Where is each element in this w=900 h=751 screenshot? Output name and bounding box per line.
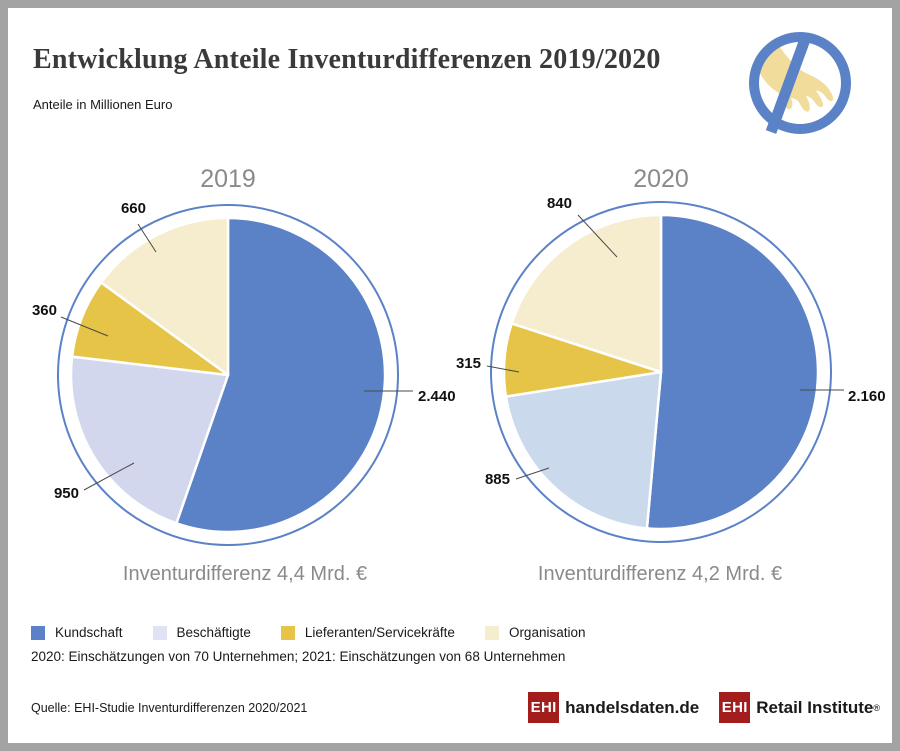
slice-value-label: 885 bbox=[485, 471, 510, 488]
legend-label: Kundschaft bbox=[55, 625, 123, 640]
page-subtitle: Anteile in Millionen Euro bbox=[33, 97, 173, 112]
chart-total-caption: Inventurdifferenz 4,4 Mrd. € bbox=[123, 563, 367, 585]
legend-label: Beschäftigte bbox=[176, 625, 251, 640]
registered-trademark-icon: ® bbox=[873, 702, 880, 713]
logo-text: Retail Institute bbox=[756, 697, 874, 717]
brand-logos: EHI handelsdaten.de EHI Retail Institute… bbox=[528, 692, 880, 723]
legend-item-lieferanten: Lieferanten/Servicekräfte bbox=[280, 625, 455, 640]
slice-value-label: 950 bbox=[54, 485, 79, 502]
legend-swatch-lieferanten bbox=[280, 625, 295, 640]
pie-slices-group bbox=[57, 204, 399, 546]
survey-note: 2020: Einschätzungen von 70 Unternehmen;… bbox=[31, 649, 566, 664]
prohibition-circle bbox=[749, 32, 851, 134]
pie-slice-organisation bbox=[99, 216, 230, 377]
slice-value-label: 360 bbox=[32, 302, 57, 319]
value-callout-line bbox=[515, 467, 550, 480]
slice-value-label: 2.160 bbox=[848, 388, 886, 405]
slice-value-label: 660 bbox=[121, 200, 146, 217]
pie-callouts-group: 2.440 950 360 660 bbox=[32, 200, 456, 502]
chart-year-title: 2019 bbox=[200, 165, 256, 193]
slice-value-label: 2.440 bbox=[418, 388, 456, 405]
slice-value-label: 840 bbox=[547, 195, 572, 212]
legend-swatch-beschaeftigte bbox=[152, 625, 167, 640]
pie-slices-group bbox=[490, 201, 832, 543]
legend-swatch-organisation bbox=[484, 625, 499, 640]
pie-chart-2020: 2.160 885 315 840 2020 Inventurdifferenz 4,… bbox=[456, 165, 886, 585]
legend: Kundschaft Beschäftigte Lieferanten/Serv… bbox=[31, 625, 585, 640]
pie-slice-besch-ftigte bbox=[504, 370, 663, 530]
pie-chart-2019: 2.440 950 360 660 2019 Inventurdifferenz 4,… bbox=[32, 165, 456, 585]
legend-swatch-kundschaft bbox=[31, 625, 45, 640]
chart-year-title: 2020 bbox=[633, 165, 689, 193]
prohibition-slash bbox=[765, 32, 813, 134]
source-line: Quelle: EHI-Studie Inventurdifferenzen 2… bbox=[31, 701, 308, 715]
pie-callouts-group: 2.160 885 315 840 bbox=[456, 195, 886, 488]
pie-slice-besch-ftigte bbox=[69, 355, 230, 525]
value-callout-line bbox=[83, 462, 135, 491]
page-title: Entwicklung Anteile Inventurdifferenzen … bbox=[33, 44, 661, 75]
slice-value-label: 315 bbox=[456, 355, 481, 372]
pie-outer-ring bbox=[490, 201, 832, 543]
value-callout-line bbox=[60, 316, 109, 337]
chart-total-caption: Inventurdifferenz 4,2 Mrd. € bbox=[538, 563, 782, 585]
value-callout-line bbox=[486, 365, 520, 373]
pie-slice-organisation bbox=[510, 213, 663, 374]
legend-label: Organisation bbox=[508, 625, 586, 640]
logo-ehi-retail-institute: EHI Retail Institute ® bbox=[719, 692, 880, 723]
legend-item-kundschaft: Kundschaft bbox=[31, 625, 123, 640]
logo-handelsdaten: EHI handelsdaten.de bbox=[528, 692, 699, 723]
pie-slice-kundschaft bbox=[645, 213, 820, 531]
value-callout-line bbox=[137, 223, 157, 253]
pie-outer-ring bbox=[57, 204, 399, 546]
logo-text: handelsdaten.de bbox=[565, 697, 700, 717]
value-callout-line bbox=[577, 214, 618, 258]
legend-item-beschaeftigte: Beschäftigte bbox=[152, 625, 251, 640]
no-shoplifting-hand-icon bbox=[749, 32, 851, 134]
ehi-badge-icon: EHI bbox=[719, 692, 751, 723]
legend-item-organisation: Organisation bbox=[484, 625, 586, 640]
legend-label: Lieferanten/Servicekräfte bbox=[304, 625, 455, 640]
ehi-badge-icon: EHI bbox=[528, 692, 560, 723]
